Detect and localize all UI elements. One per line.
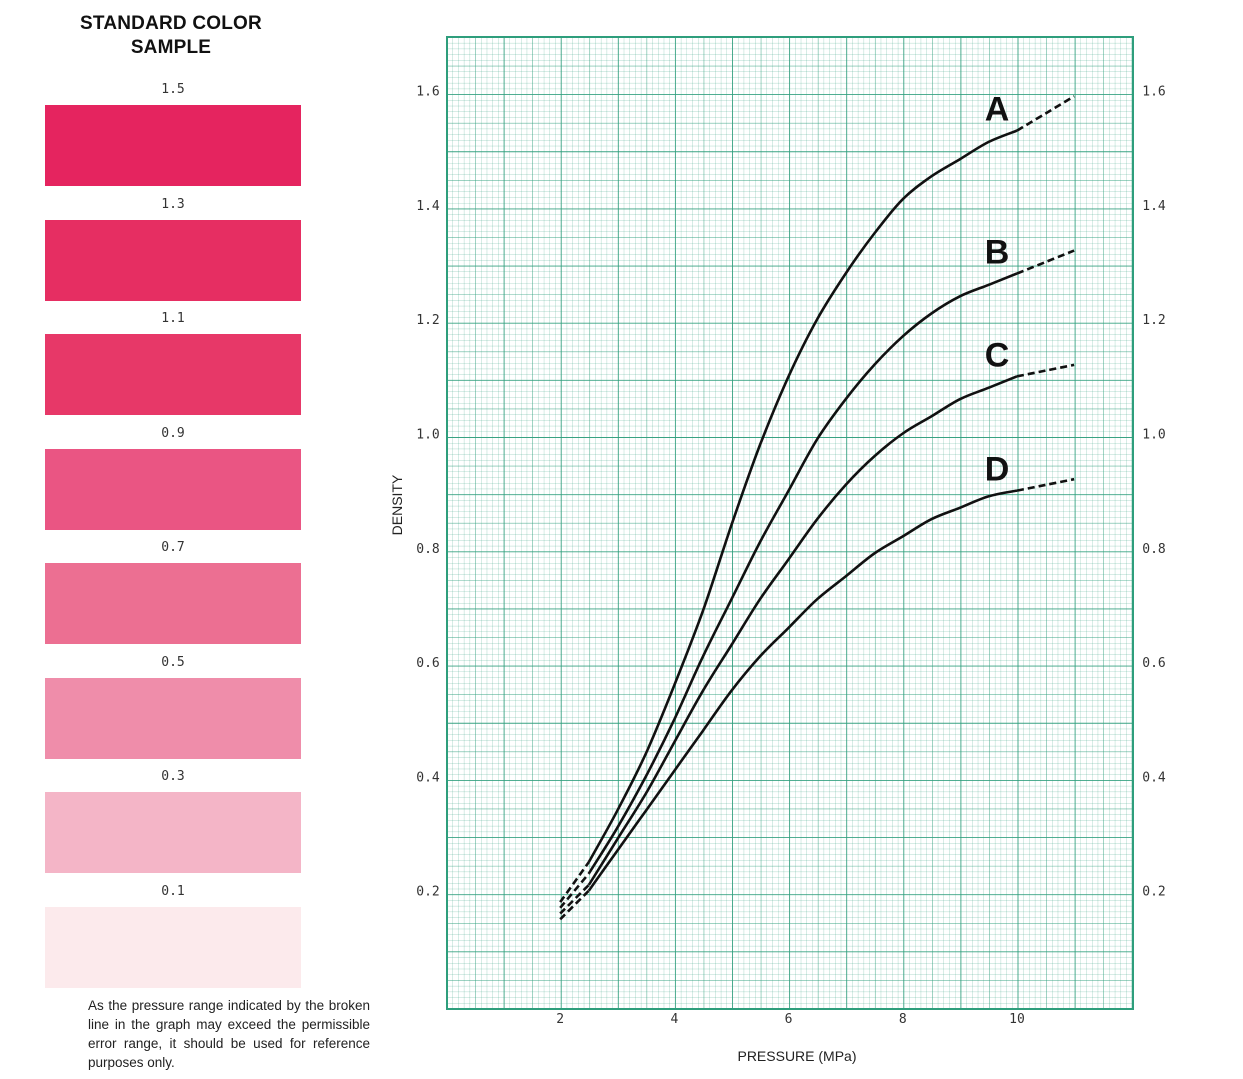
y-tick-label-right: 1.0 bbox=[1142, 428, 1165, 443]
curve-label-a: A bbox=[985, 91, 1010, 129]
y-tick-label-left: 1.4 bbox=[416, 199, 440, 214]
y-tick-label-left: 0.6 bbox=[416, 656, 439, 671]
color-swatch bbox=[45, 563, 301, 644]
swatch-label: 0.7 bbox=[161, 540, 185, 555]
y-tick-label-right: 1.2 bbox=[1142, 313, 1165, 328]
curve-label-b: B bbox=[985, 233, 1010, 271]
y-tick-label-right: 0.4 bbox=[1142, 770, 1166, 785]
chart-grid bbox=[447, 37, 1133, 1009]
axis-ticks: 0.2 0.2 0.4 0.4 0.6 0.6 0.8 0.8 1.0 1.0 1.2 1.2 1.4 1… bbox=[416, 85, 1166, 1027]
curves: A B C D bbox=[559, 91, 1075, 921]
reference-note: As the pressure range indicated by the b… bbox=[88, 998, 370, 1070]
swatch-label: 0.9 bbox=[161, 425, 185, 441]
y-tick-label-left: 0.8 bbox=[416, 542, 439, 557]
color-swatch bbox=[45, 906, 301, 988]
swatch-title: STANDARD COLOR SAMPLE bbox=[80, 13, 262, 58]
swatch-label: 1.5 bbox=[161, 82, 185, 97]
y-tick-label-left: 1.2 bbox=[416, 313, 439, 328]
y-tick-label-right: 0.2 bbox=[1142, 885, 1165, 900]
curve-d-dashed-high bbox=[1016, 477, 1075, 492]
curve-d-solid bbox=[587, 489, 1018, 892]
curve-c-dashed-low bbox=[559, 884, 590, 915]
y-tick-label-right: 1.6 bbox=[1142, 85, 1165, 100]
color-swatch bbox=[45, 105, 301, 186]
curve-d-dashed-low bbox=[559, 889, 590, 921]
curve-a-dashed-low bbox=[559, 861, 590, 903]
standard-color-sample-panel: STANDARD COLOR SAMPLE 1.5 1.3 1.1 0.9 0.7 0.5… bbox=[0, 0, 360, 1079]
color-swatch bbox=[45, 219, 301, 301]
color-swatch bbox=[45, 677, 301, 759]
curve-b-solid bbox=[587, 272, 1018, 875]
y-tick-label-left: 1.0 bbox=[416, 428, 439, 443]
curve-b-dashed-low bbox=[559, 872, 590, 909]
y-tick-label-left: 1.6 bbox=[416, 85, 439, 100]
x-tick-label: 8 bbox=[899, 1012, 907, 1027]
y-tick-label-right: 1.4 bbox=[1142, 199, 1166, 214]
swatch-label: 1.1 bbox=[161, 311, 185, 326]
swatch-label: 1.3 bbox=[161, 196, 185, 212]
y-tick-label-right: 0.8 bbox=[1142, 542, 1165, 557]
curve-c-dashed-high bbox=[1016, 363, 1075, 378]
x-tick-label: 2 bbox=[556, 1012, 564, 1027]
curve-label-c: C bbox=[985, 336, 1010, 374]
color-swatch bbox=[45, 448, 301, 530]
y-tick-label-left: 0.4 bbox=[416, 770, 440, 785]
x-tick-label: 6 bbox=[785, 1012, 793, 1027]
x-axis-label: PRESSURE (MPa) bbox=[737, 1048, 856, 1064]
swatch-label: 0.1 bbox=[161, 883, 185, 899]
curve-c-solid bbox=[587, 375, 1018, 886]
x-tick-label: 10 bbox=[1009, 1012, 1025, 1027]
curve-a-dashed-high bbox=[1016, 95, 1075, 132]
color-swatch bbox=[45, 792, 301, 873]
color-swatch bbox=[45, 334, 301, 415]
y-tick-label-right: 0.6 bbox=[1142, 656, 1165, 671]
curve-b-dashed-high bbox=[1016, 249, 1075, 275]
y-axis-label: DENSITY bbox=[389, 474, 405, 535]
swatch-label: 0.3 bbox=[161, 769, 185, 784]
curve-a-solid bbox=[587, 129, 1018, 863]
swatch-label: 0.5 bbox=[161, 654, 185, 670]
y-tick-label-left: 0.2 bbox=[416, 885, 439, 900]
x-tick-label: 4 bbox=[670, 1012, 678, 1027]
curve-label-d: D bbox=[985, 451, 1010, 489]
plot-frame bbox=[446, 36, 1134, 1010]
